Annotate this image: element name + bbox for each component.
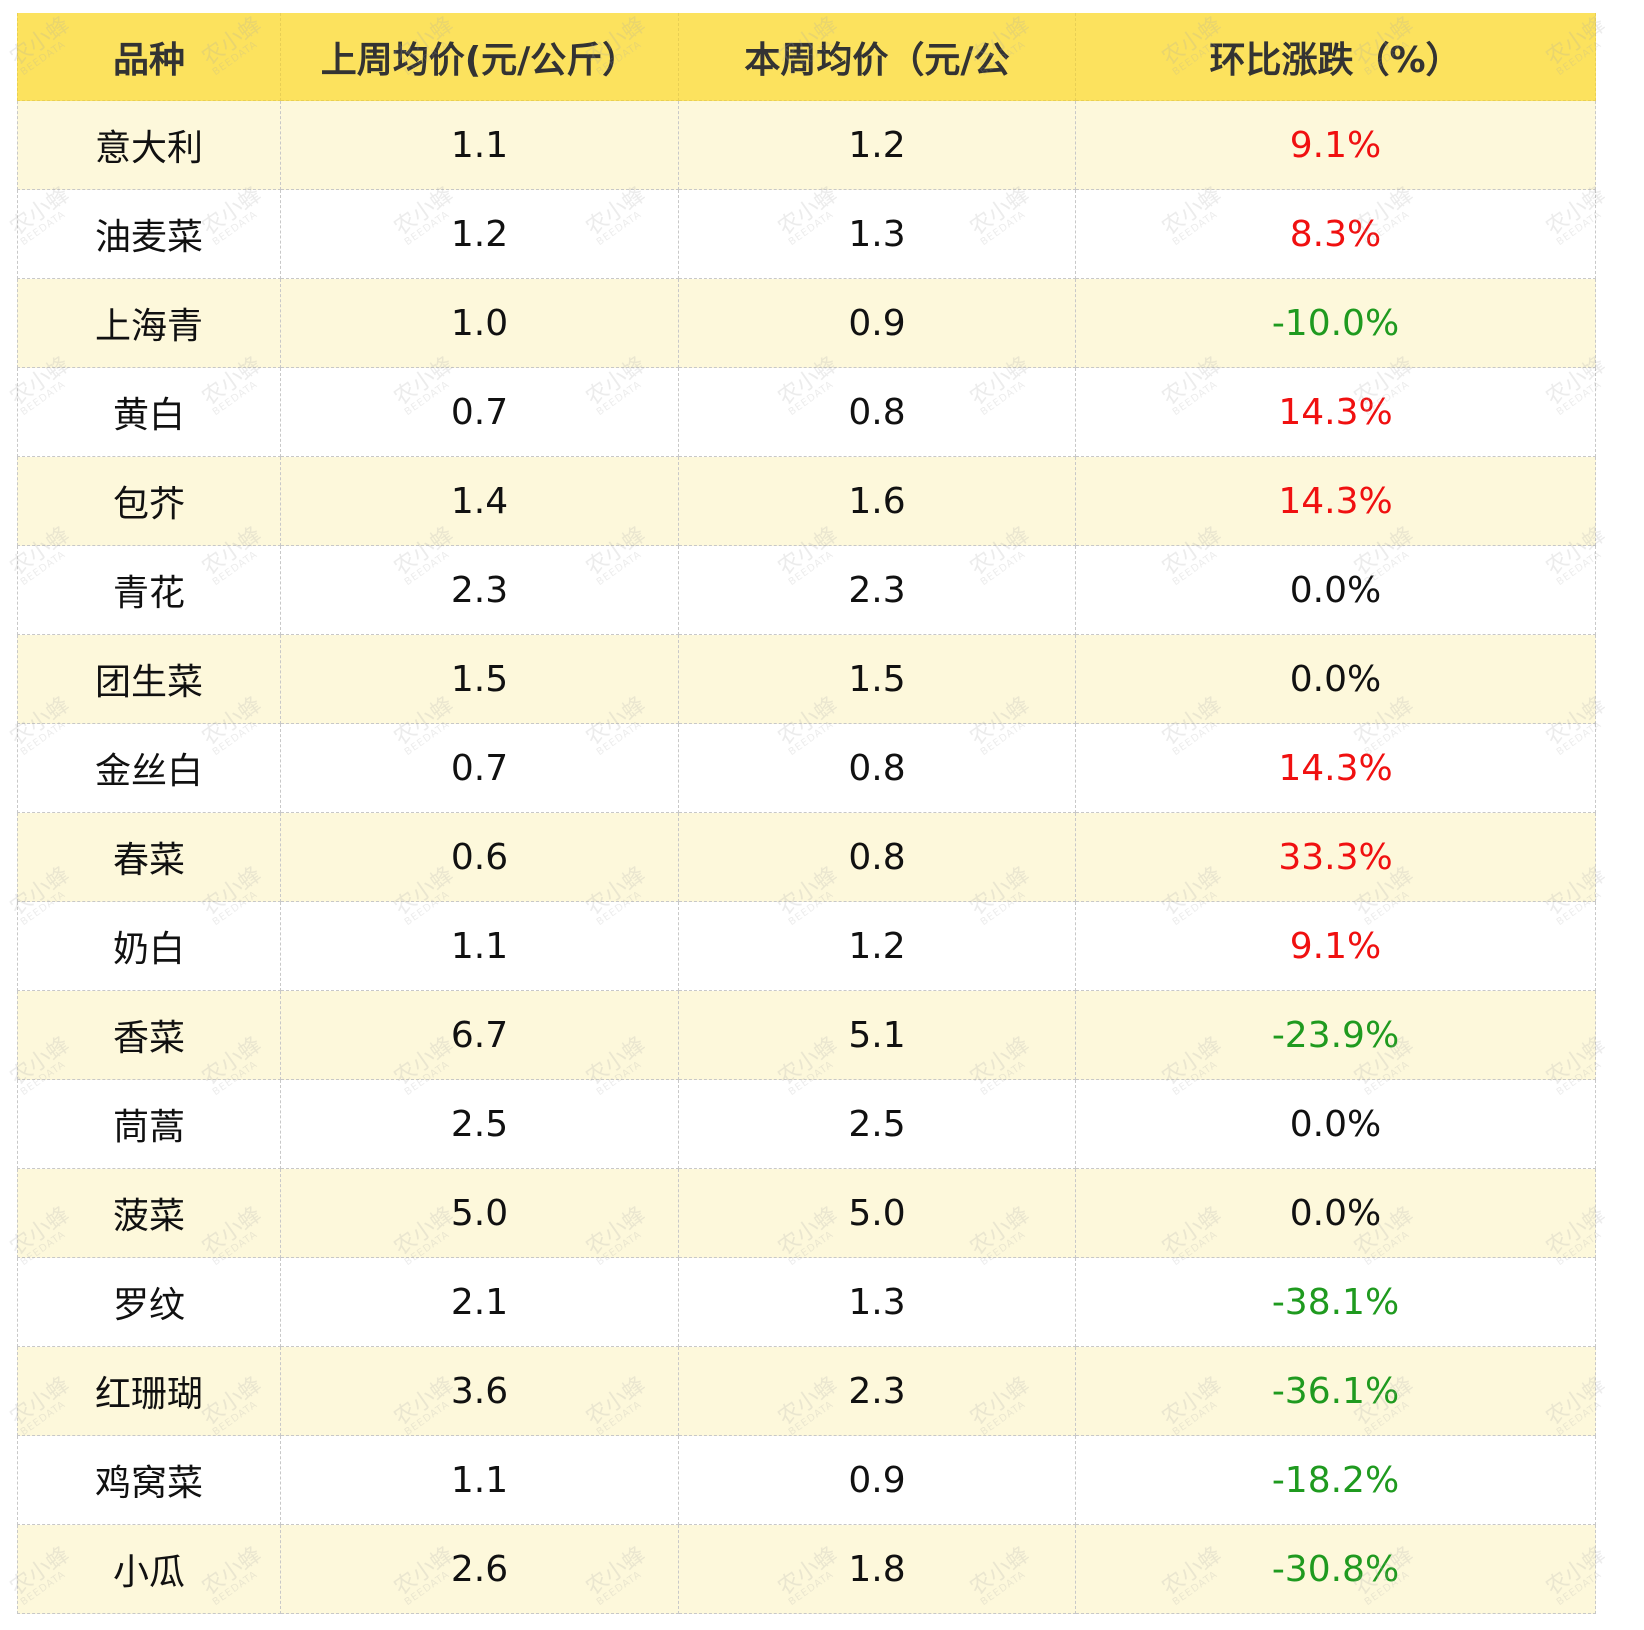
- variety-cell: 上海青: [17, 279, 281, 368]
- price-cell: 1.3: [679, 1258, 1076, 1347]
- change-cell: -10.0%: [1076, 279, 1596, 368]
- price-cell: 1.1: [281, 902, 679, 991]
- table-row: 小瓜 2.6 1.8 -30.8%: [17, 1525, 1596, 1614]
- change-cell: 0.0%: [1076, 546, 1596, 635]
- price-cell: 2.5: [679, 1080, 1076, 1169]
- price-cell: 0.8: [679, 724, 1076, 813]
- price-cell: 5.0: [679, 1169, 1076, 1258]
- table-row: 香菜 6.7 5.1 -23.9%: [17, 991, 1596, 1080]
- variety-cell: 茼蒿: [17, 1080, 281, 1169]
- header-cell: 品种: [17, 13, 281, 101]
- table-row: 黄白 0.7 0.8 14.3%: [17, 368, 1596, 457]
- table-row: 茼蒿 2.5 2.5 0.0%: [17, 1080, 1596, 1169]
- change-cell: 9.1%: [1076, 101, 1596, 190]
- table-row: 金丝白 0.7 0.8 14.3%: [17, 724, 1596, 813]
- price-cell: 3.6: [281, 1347, 679, 1436]
- change-cell: -38.1%: [1076, 1258, 1596, 1347]
- price-cell: 1.1: [281, 101, 679, 190]
- change-cell: 0.0%: [1076, 635, 1596, 724]
- price-cell: 0.8: [679, 813, 1076, 902]
- table-row: 罗纹 2.1 1.3 -38.1%: [17, 1258, 1596, 1347]
- price-cell: 0.9: [679, 279, 1076, 368]
- change-cell: 14.3%: [1076, 368, 1596, 457]
- variety-cell: 奶白: [17, 902, 281, 991]
- price-cell: 1.2: [679, 101, 1076, 190]
- variety-cell: 包芥: [17, 457, 281, 546]
- variety-cell: 罗纹: [17, 1258, 281, 1347]
- price-cell: 0.6: [281, 813, 679, 902]
- change-cell: -36.1%: [1076, 1347, 1596, 1436]
- price-cell: 1.0: [281, 279, 679, 368]
- variety-cell: 油麦菜: [17, 190, 281, 279]
- price-cell: 2.3: [679, 1347, 1076, 1436]
- header-cell: 本周均价（元/公: [679, 13, 1076, 101]
- table-row: 青花 2.3 2.3 0.0%: [17, 546, 1596, 635]
- price-cell: 1.6: [679, 457, 1076, 546]
- price-cell: 1.5: [679, 635, 1076, 724]
- table-row: 上海青 1.0 0.9 -10.0%: [17, 279, 1596, 368]
- table-row: 油麦菜 1.2 1.3 8.3%: [17, 190, 1596, 279]
- price-cell: 2.3: [281, 546, 679, 635]
- price-cell: 2.1: [281, 1258, 679, 1347]
- price-cell: 0.8: [679, 368, 1076, 457]
- variety-cell: 香菜: [17, 991, 281, 1080]
- change-cell: 14.3%: [1076, 457, 1596, 546]
- price-cell: 1.3: [679, 190, 1076, 279]
- price-cell: 5.1: [679, 991, 1076, 1080]
- price-cell: 1.2: [679, 902, 1076, 991]
- change-cell: 0.0%: [1076, 1169, 1596, 1258]
- variety-cell: 菠菜: [17, 1169, 281, 1258]
- change-cell: 33.3%: [1076, 813, 1596, 902]
- table-row: 意大利 1.1 1.2 9.1%: [17, 101, 1596, 190]
- change-cell: 0.0%: [1076, 1080, 1596, 1169]
- change-cell: 14.3%: [1076, 724, 1596, 813]
- table-row: 奶白 1.1 1.2 9.1%: [17, 902, 1596, 991]
- price-cell: 1.2: [281, 190, 679, 279]
- table-row: 团生菜 1.5 1.5 0.0%: [17, 635, 1596, 724]
- price-cell: 0.9: [679, 1436, 1076, 1525]
- price-cell: 1.1: [281, 1436, 679, 1525]
- table-row: 包芥 1.4 1.6 14.3%: [17, 457, 1596, 546]
- price-cell: 5.0: [281, 1169, 679, 1258]
- variety-cell: 意大利: [17, 101, 281, 190]
- price-table: 品种 上周均价(元/公斤） 本周均价（元/公 环比涨跌（%） 意大利 1.1 1.2 9.1%…: [17, 13, 1596, 1614]
- table-row: 红珊瑚 3.6 2.3 -36.1%: [17, 1347, 1596, 1436]
- header-cell: 上周均价(元/公斤）: [281, 13, 679, 101]
- price-cell: 0.7: [281, 724, 679, 813]
- variety-cell: 红珊瑚: [17, 1347, 281, 1436]
- header-cell: 环比涨跌（%）: [1076, 13, 1596, 101]
- price-cell: 1.8: [679, 1525, 1076, 1614]
- change-cell: -23.9%: [1076, 991, 1596, 1080]
- variety-cell: 青花: [17, 546, 281, 635]
- table-row: 鸡窝菜 1.1 0.9 -18.2%: [17, 1436, 1596, 1525]
- price-cell: 2.3: [679, 546, 1076, 635]
- variety-cell: 小瓜: [17, 1525, 281, 1614]
- change-cell: 8.3%: [1076, 190, 1596, 279]
- variety-cell: 金丝白: [17, 724, 281, 813]
- price-cell: 2.5: [281, 1080, 679, 1169]
- price-cell: 6.7: [281, 991, 679, 1080]
- variety-cell: 鸡窝菜: [17, 1436, 281, 1525]
- change-cell: -30.8%: [1076, 1525, 1596, 1614]
- price-cell: 0.7: [281, 368, 679, 457]
- variety-cell: 春菜: [17, 813, 281, 902]
- price-cell: 1.5: [281, 635, 679, 724]
- change-cell: -18.2%: [1076, 1436, 1596, 1525]
- table-row: 菠菜 5.0 5.0 0.0%: [17, 1169, 1596, 1258]
- change-cell: 9.1%: [1076, 902, 1596, 991]
- price-cell: 2.6: [281, 1525, 679, 1614]
- variety-cell: 黄白: [17, 368, 281, 457]
- header-row: 品种 上周均价(元/公斤） 本周均价（元/公 环比涨跌（%）: [17, 13, 1596, 101]
- price-cell: 1.4: [281, 457, 679, 546]
- variety-cell: 团生菜: [17, 635, 281, 724]
- table-row: 春菜 0.6 0.8 33.3%: [17, 813, 1596, 902]
